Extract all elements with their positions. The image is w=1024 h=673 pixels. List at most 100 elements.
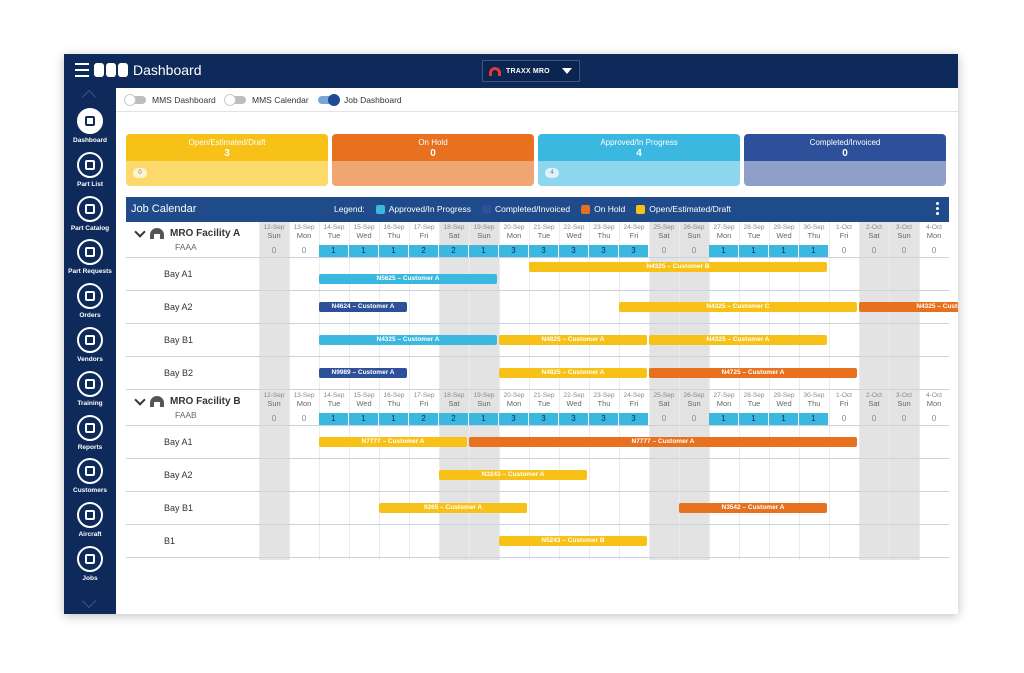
toggle-mms-calendar[interactable]: MMS Calendar [224,94,309,106]
job-bar[interactable]: 9265 – Customer A [379,503,527,513]
day-weekday: Tue [747,399,761,408]
nav-item-jobs[interactable]: Jobs [64,546,116,590]
hangar-icon [150,396,164,407]
nav-item-label: Reports [77,443,103,451]
toggle-job-dashboard[interactable]: Job Dashboard [318,94,402,106]
day-weekday: Mon [296,231,312,240]
day-job-count: 1 [739,413,769,425]
legend-swatch [481,204,491,214]
status-card-on-hold[interactable]: On Hold 0 [332,134,534,186]
scroll-down-icon[interactable] [81,593,97,609]
day-weekday: Tue [537,231,551,240]
nav-item-part-catalog[interactable]: Part Catalog [64,195,116,240]
status-card-completed-invoiced[interactable]: Completed/Invoiced 0 [744,134,946,186]
job-bar[interactable]: N4825 – Customer A [499,335,647,345]
more-options-icon[interactable] [936,202,939,217]
nav-item-dashboard[interactable]: Dashboard [64,108,116,152]
jobs-icon [77,546,103,572]
day-header: 23-Sep Thu [589,224,619,240]
day-column [859,222,889,560]
day-header: 12-Sep Sun [259,392,289,408]
day-job-count: 3 [589,245,619,257]
aircraft-icon [77,502,103,529]
status-card-open-estimated-draft[interactable]: Open/Estimated/Draft 3 0 [126,134,328,186]
job-bar[interactable]: N4325 – Customer C [619,302,857,312]
column-divider [409,222,410,560]
facility-code: FAAB [175,410,197,420]
legend-item: On Hold [581,204,625,214]
facility-name[interactable]: MRO Facility A [134,225,240,239]
card-title: On Hold [418,138,448,147]
job-bar[interactable]: N3243 – Customer A [439,470,587,480]
day-date: 22-Sep [563,224,585,231]
card-badge: 0 [133,168,147,178]
day-header: 20-Sep Mon [499,224,529,240]
job-bar[interactable]: N5625 – Customer A [319,274,497,284]
job-bar[interactable]: N5243 – Customer B [499,536,647,546]
nav-item-part-requests[interactable]: Part Requests [64,239,116,283]
nav-item-label: Training [77,399,103,407]
legend-item: Open/Estimated/Draft [636,204,731,214]
legend-text: Completed/Invoiced [494,204,571,214]
job-bar[interactable]: N7777 – Customer A [469,437,857,447]
nav-item-reports[interactable]: Reports [64,414,116,459]
day-header: 21-Sep Tue [529,224,559,240]
day-weekday: Sun [477,399,491,408]
traxx-logo-icon [489,66,501,76]
day-job-count: 3 [619,413,649,425]
job-bar[interactable]: N4325 – Customer B [529,262,827,272]
day-date: 13-Sep [293,392,315,399]
day-header: 28-Sep Tue [739,392,769,408]
day-job-count: 1 [319,245,349,257]
day-header: 22-Sep Wed [559,392,589,408]
day-job-count: 1 [709,413,739,425]
nav-item-label: Part Requests [68,268,112,276]
legend-swatch [581,204,591,214]
day-date: 27-Sep [713,392,735,399]
day-job-count: 1 [349,245,379,257]
toggle-switch[interactable] [224,94,246,106]
nav-item-part-list[interactable]: Part List [64,151,116,196]
job-bar[interactable]: N4624 – Customer A [319,302,407,312]
day-header: 30-Sep Thu [799,224,829,240]
toggle-switch[interactable] [124,94,146,106]
nav-item-customers[interactable]: Customers [64,458,116,502]
nav-item-aircraft[interactable]: Aircraft [64,502,116,546]
day-date: 17-Sep [413,224,435,231]
toggle-mms-dashboard[interactable]: MMS Dashboard [124,94,216,106]
job-calendar-header: Job Calendar Legend: Approved/In Progres… [126,197,949,222]
job-bar[interactable]: N4325 – Customer A [319,335,497,345]
card-head: Completed/Invoiced 0 [744,134,946,161]
status-card-approved-in-progress[interactable]: Approved/In Progress 4 4 [538,134,740,186]
column-divider [589,222,590,560]
day-weekday: Fri [839,399,849,408]
job-bar[interactable]: N7777 – Customer A [319,437,467,447]
job-bar[interactable]: N4725 – Customer A [649,368,857,378]
day-weekday: Thu [597,399,611,408]
scroll-up-icon[interactable] [81,89,97,105]
nav-item-vendors[interactable]: Vendors [64,327,116,371]
job-bar[interactable]: N4825 – Customer A [499,368,647,378]
chevron-down-icon[interactable] [134,393,146,406]
card-badge: 4 [545,168,559,178]
job-bar[interactable]: N9989 – Customer A [319,368,407,378]
job-bar[interactable]: N4325 – Customer A [649,335,827,345]
brand-selector[interactable]: TRAXX MRO [482,60,580,82]
nav-item-orders[interactable]: Orders [64,283,116,327]
job-bar[interactable]: N4325 – Customer D [859,302,958,312]
facility-code: FAAA [175,242,197,252]
day-date: 25-Sep [653,392,675,399]
day-job-count: 2 [409,245,439,257]
nav-item-training[interactable]: Training [64,370,116,415]
day-column [649,222,679,560]
day-weekday: Wed [776,399,792,408]
day-job-count: 0 [871,246,877,255]
menu-icon[interactable] [75,63,89,77]
card-head: Approved/In Progress 4 [538,134,740,161]
day-job-count: 0 [301,414,307,423]
job-bar[interactable]: N3542 – Customer A [679,503,827,513]
facility-name[interactable]: MRO Facility B [134,393,241,407]
chevron-down-icon[interactable] [134,225,146,238]
toggle-switch[interactable] [318,94,340,106]
day-date: 18-Sep [443,224,465,231]
